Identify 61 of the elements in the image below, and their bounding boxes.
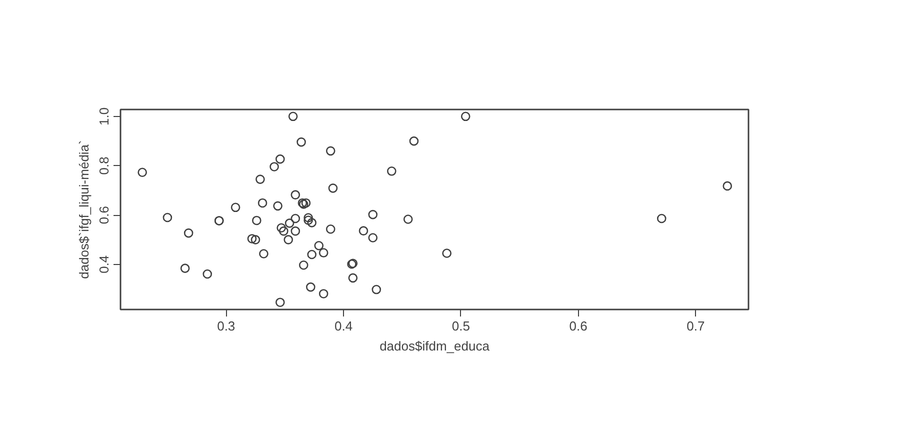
y-axis-title: dados$`ifgf_liqui-média` <box>76 140 92 279</box>
point <box>256 174 265 184</box>
point <box>290 226 300 236</box>
point <box>307 250 316 260</box>
point <box>403 214 413 224</box>
y-tick-label: 0.6 <box>96 206 112 224</box>
point <box>288 112 298 122</box>
point <box>275 154 285 164</box>
point <box>184 228 194 238</box>
point <box>304 213 313 222</box>
point <box>259 249 268 258</box>
point <box>368 233 378 242</box>
point <box>442 248 452 258</box>
point <box>290 190 300 200</box>
point <box>202 269 212 279</box>
point <box>301 198 311 208</box>
point <box>307 218 316 228</box>
point <box>247 234 257 244</box>
point <box>275 298 285 307</box>
point <box>138 168 147 178</box>
point <box>318 248 328 258</box>
point <box>180 264 190 273</box>
x-tick-label: 0.4 <box>334 318 353 334</box>
point <box>252 216 262 226</box>
point <box>258 198 268 208</box>
point <box>368 210 378 220</box>
y-tick-label: 0.8 <box>96 156 112 175</box>
x-tick-label: 0.3 <box>217 318 236 334</box>
point <box>460 112 470 122</box>
point <box>326 146 336 156</box>
point <box>326 224 336 234</box>
point <box>372 284 382 294</box>
point <box>328 184 338 193</box>
point <box>290 214 300 224</box>
point <box>314 240 324 250</box>
point <box>318 289 328 298</box>
point <box>284 235 294 244</box>
point <box>409 136 419 146</box>
point <box>276 223 286 233</box>
point <box>273 201 282 211</box>
point <box>296 137 306 147</box>
x-tick-label: 0.7 <box>686 318 705 334</box>
point <box>304 216 313 225</box>
y-tick-label: 0.4 <box>96 255 112 274</box>
point <box>230 202 240 212</box>
point <box>279 226 288 236</box>
point <box>284 218 294 228</box>
point <box>270 162 279 172</box>
point <box>656 214 666 224</box>
x-tick-label: 0.5 <box>452 318 470 334</box>
point <box>358 226 368 236</box>
x-axis-title: dados$ifdm_educa <box>380 338 490 354</box>
point <box>298 260 308 270</box>
point <box>306 282 316 292</box>
y-tick-label: 1.0 <box>96 107 112 126</box>
point <box>348 273 358 283</box>
point <box>250 235 260 244</box>
point <box>387 166 396 176</box>
point <box>162 212 172 222</box>
x-tick-label: 0.6 <box>569 318 588 334</box>
point <box>722 181 732 191</box>
